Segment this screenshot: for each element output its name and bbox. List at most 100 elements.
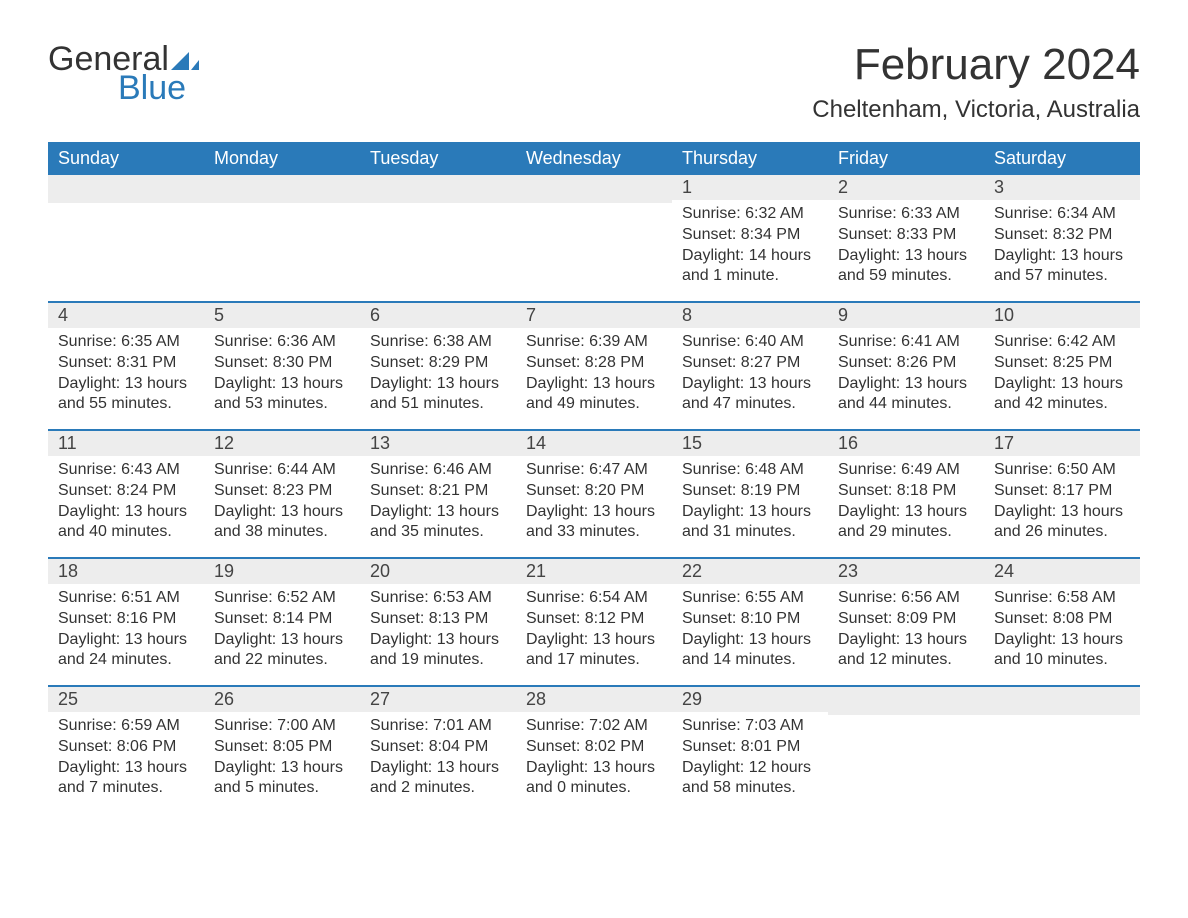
- day-number-empty: [48, 175, 204, 203]
- day-content: Sunrise: 7:00 AMSunset: 8:05 PMDaylight:…: [204, 712, 360, 807]
- day-content: Sunrise: 6:55 AMSunset: 8:10 PMDaylight:…: [672, 584, 828, 679]
- sunset-line: Sunset: 8:16 PM: [58, 609, 194, 630]
- calendar-cell: 15Sunrise: 6:48 AMSunset: 8:19 PMDayligh…: [672, 430, 828, 558]
- sunset-line: Sunset: 8:18 PM: [838, 481, 974, 502]
- sunrise-line: Sunrise: 6:32 AM: [682, 204, 818, 225]
- daylight-line: Daylight: 13 hours and 51 minutes.: [370, 374, 506, 416]
- daylight-line: Daylight: 13 hours and 29 minutes.: [838, 502, 974, 544]
- calendar-cell: 9Sunrise: 6:41 AMSunset: 8:26 PMDaylight…: [828, 302, 984, 430]
- calendar-cell: 25Sunrise: 6:59 AMSunset: 8:06 PMDayligh…: [48, 686, 204, 813]
- calendar-cell: 24Sunrise: 6:58 AMSunset: 8:08 PMDayligh…: [984, 558, 1140, 686]
- day-number: 29: [672, 687, 828, 712]
- daylight-line: Daylight: 13 hours and 53 minutes.: [214, 374, 350, 416]
- day-content: Sunrise: 6:54 AMSunset: 8:12 PMDaylight:…: [516, 584, 672, 679]
- day-content: Sunrise: 6:56 AMSunset: 8:09 PMDaylight:…: [828, 584, 984, 679]
- sunset-line: Sunset: 8:21 PM: [370, 481, 506, 502]
- day-content: Sunrise: 6:46 AMSunset: 8:21 PMDaylight:…: [360, 456, 516, 551]
- day-content: Sunrise: 6:34 AMSunset: 8:32 PMDaylight:…: [984, 200, 1140, 295]
- calendar-cell: 29Sunrise: 7:03 AMSunset: 8:01 PMDayligh…: [672, 686, 828, 813]
- calendar-cell: 5Sunrise: 6:36 AMSunset: 8:30 PMDaylight…: [204, 302, 360, 430]
- day-number: 1: [672, 175, 828, 200]
- daylight-line: Daylight: 13 hours and 7 minutes.: [58, 758, 194, 800]
- day-number: 14: [516, 431, 672, 456]
- day-number: 2: [828, 175, 984, 200]
- day-content: Sunrise: 6:53 AMSunset: 8:13 PMDaylight:…: [360, 584, 516, 679]
- sunset-line: Sunset: 8:29 PM: [370, 353, 506, 374]
- day-content: Sunrise: 7:01 AMSunset: 8:04 PMDaylight:…: [360, 712, 516, 807]
- calendar-cell: 17Sunrise: 6:50 AMSunset: 8:17 PMDayligh…: [984, 430, 1140, 558]
- daylight-line: Daylight: 13 hours and 5 minutes.: [214, 758, 350, 800]
- day-content: Sunrise: 6:58 AMSunset: 8:08 PMDaylight:…: [984, 584, 1140, 679]
- day-content: Sunrise: 6:33 AMSunset: 8:33 PMDaylight:…: [828, 200, 984, 295]
- day-number: 16: [828, 431, 984, 456]
- day-content: Sunrise: 6:51 AMSunset: 8:16 PMDaylight:…: [48, 584, 204, 679]
- day-content: Sunrise: 6:40 AMSunset: 8:27 PMDaylight:…: [672, 328, 828, 423]
- sunset-line: Sunset: 8:05 PM: [214, 737, 350, 758]
- calendar-cell: 16Sunrise: 6:49 AMSunset: 8:18 PMDayligh…: [828, 430, 984, 558]
- day-number: 27: [360, 687, 516, 712]
- calendar-cell: [516, 175, 672, 302]
- day-number: 22: [672, 559, 828, 584]
- day-content: Sunrise: 6:47 AMSunset: 8:20 PMDaylight:…: [516, 456, 672, 551]
- calendar-cell: 26Sunrise: 7:00 AMSunset: 8:05 PMDayligh…: [204, 686, 360, 813]
- calendar-cell: 11Sunrise: 6:43 AMSunset: 8:24 PMDayligh…: [48, 430, 204, 558]
- sunrise-line: Sunrise: 6:47 AM: [526, 460, 662, 481]
- calendar-cell: 12Sunrise: 6:44 AMSunset: 8:23 PMDayligh…: [204, 430, 360, 558]
- daylight-line: Daylight: 13 hours and 31 minutes.: [682, 502, 818, 544]
- sunrise-line: Sunrise: 6:53 AM: [370, 588, 506, 609]
- sunrise-line: Sunrise: 7:00 AM: [214, 716, 350, 737]
- sunset-line: Sunset: 8:25 PM: [994, 353, 1130, 374]
- day-content: Sunrise: 6:50 AMSunset: 8:17 PMDaylight:…: [984, 456, 1140, 551]
- sunset-line: Sunset: 8:34 PM: [682, 225, 818, 246]
- calendar-cell: [48, 175, 204, 302]
- sunrise-line: Sunrise: 6:46 AM: [370, 460, 506, 481]
- sunrise-line: Sunrise: 6:36 AM: [214, 332, 350, 353]
- calendar-row: 11Sunrise: 6:43 AMSunset: 8:24 PMDayligh…: [48, 430, 1140, 558]
- sunset-line: Sunset: 8:31 PM: [58, 353, 194, 374]
- day-number: 12: [204, 431, 360, 456]
- daylight-line: Daylight: 13 hours and 40 minutes.: [58, 502, 194, 544]
- day-number-empty: [828, 687, 984, 715]
- weekday-header: Friday: [828, 142, 984, 175]
- day-content: Sunrise: 6:44 AMSunset: 8:23 PMDaylight:…: [204, 456, 360, 551]
- day-number-empty: [984, 687, 1140, 715]
- day-number: 20: [360, 559, 516, 584]
- daylight-line: Daylight: 13 hours and 57 minutes.: [994, 246, 1130, 288]
- day-content: Sunrise: 6:35 AMSunset: 8:31 PMDaylight:…: [48, 328, 204, 423]
- calendar-cell: 21Sunrise: 6:54 AMSunset: 8:12 PMDayligh…: [516, 558, 672, 686]
- sunrise-line: Sunrise: 6:35 AM: [58, 332, 194, 353]
- sunset-line: Sunset: 8:02 PM: [526, 737, 662, 758]
- calendar-cell: [360, 175, 516, 302]
- sunrise-line: Sunrise: 7:03 AM: [682, 716, 818, 737]
- sunrise-line: Sunrise: 6:48 AM: [682, 460, 818, 481]
- daylight-line: Daylight: 13 hours and 12 minutes.: [838, 630, 974, 672]
- calendar-cell: 27Sunrise: 7:01 AMSunset: 8:04 PMDayligh…: [360, 686, 516, 813]
- weekday-header: Monday: [204, 142, 360, 175]
- sunset-line: Sunset: 8:08 PM: [994, 609, 1130, 630]
- sunrise-line: Sunrise: 6:50 AM: [994, 460, 1130, 481]
- daylight-line: Daylight: 13 hours and 42 minutes.: [994, 374, 1130, 416]
- daylight-line: Daylight: 13 hours and 17 minutes.: [526, 630, 662, 672]
- sunset-line: Sunset: 8:28 PM: [526, 353, 662, 374]
- day-number-empty: [360, 175, 516, 203]
- sunrise-line: Sunrise: 6:44 AM: [214, 460, 350, 481]
- daylight-line: Daylight: 13 hours and 19 minutes.: [370, 630, 506, 672]
- sunrise-line: Sunrise: 6:42 AM: [994, 332, 1130, 353]
- calendar-cell: 3Sunrise: 6:34 AMSunset: 8:32 PMDaylight…: [984, 175, 1140, 302]
- day-number: 15: [672, 431, 828, 456]
- daylight-line: Daylight: 13 hours and 24 minutes.: [58, 630, 194, 672]
- sunset-line: Sunset: 8:17 PM: [994, 481, 1130, 502]
- sunset-line: Sunset: 8:06 PM: [58, 737, 194, 758]
- calendar-cell: 8Sunrise: 6:40 AMSunset: 8:27 PMDaylight…: [672, 302, 828, 430]
- daylight-line: Daylight: 13 hours and 33 minutes.: [526, 502, 662, 544]
- weekday-header: Thursday: [672, 142, 828, 175]
- day-content: Sunrise: 7:03 AMSunset: 8:01 PMDaylight:…: [672, 712, 828, 807]
- daylight-line: Daylight: 13 hours and 35 minutes.: [370, 502, 506, 544]
- sunrise-line: Sunrise: 6:56 AM: [838, 588, 974, 609]
- daylight-line: Daylight: 12 hours and 58 minutes.: [682, 758, 818, 800]
- calendar-row: 4Sunrise: 6:35 AMSunset: 8:31 PMDaylight…: [48, 302, 1140, 430]
- sunset-line: Sunset: 8:01 PM: [682, 737, 818, 758]
- title-block: February 2024 Cheltenham, Victoria, Aust…: [812, 40, 1140, 124]
- calendar-row: 1 Sunrise: 6:32 AMSunset: 8:34 PM Daylight…: [48, 175, 1140, 302]
- day-number: 9: [828, 303, 984, 328]
